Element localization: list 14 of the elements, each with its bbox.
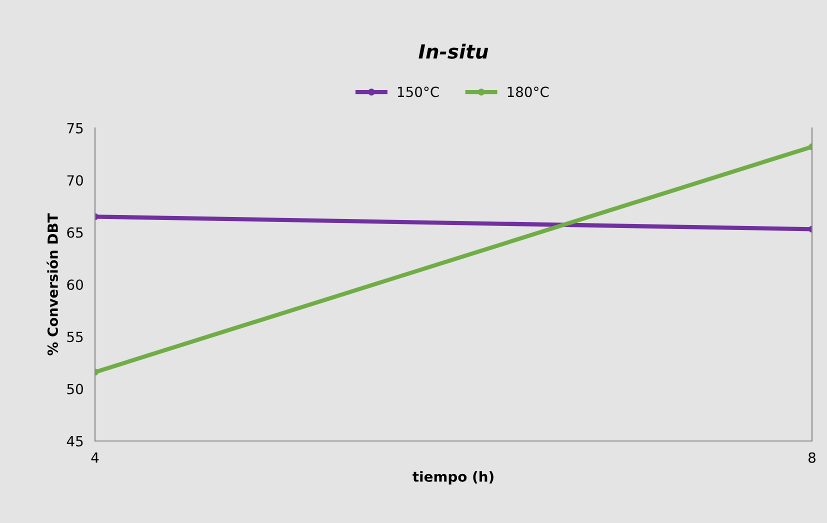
y-tick-label: 45 bbox=[66, 436, 83, 446]
legend-label: 150°C bbox=[398, 86, 439, 98]
y-tick-label: 60 bbox=[67, 279, 83, 290]
x-axis-title: tiempo (h) bbox=[412, 471, 494, 485]
chart-title: In-situ bbox=[418, 44, 488, 59]
x-tick-label: 8 bbox=[808, 452, 816, 463]
y-axis-title: % Conversión DBT bbox=[46, 213, 58, 356]
y-tick-label: 55 bbox=[67, 332, 83, 342]
legend-label: 180°C bbox=[508, 86, 549, 98]
y-tick-label: 65 bbox=[67, 227, 83, 238]
y-tick-label: 75 bbox=[67, 123, 83, 134]
y-tick-label: 70 bbox=[67, 175, 83, 186]
x-tick-label: 4 bbox=[91, 452, 99, 463]
y-tick-label: 50 bbox=[67, 384, 83, 394]
